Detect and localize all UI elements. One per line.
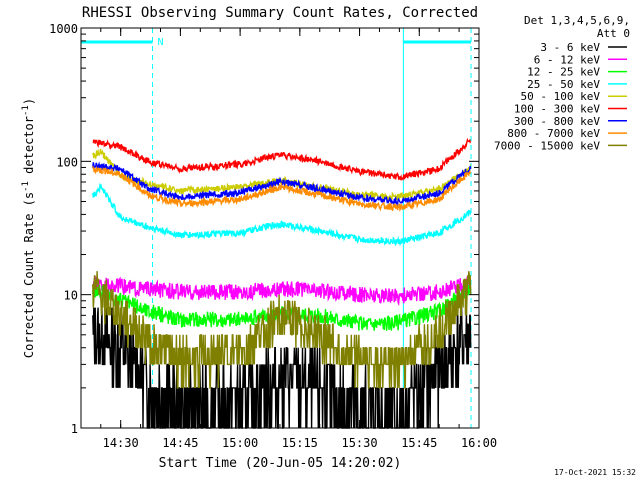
legend-label: 6 - 12 keV xyxy=(534,53,601,66)
legend-label: 50 - 100 keV xyxy=(521,90,601,103)
axes: 1 10 100 1000 14:30 14:45 15:00 15:15 15:30 15:45… xyxy=(49,22,497,450)
legend-label: 25 - 50 keV xyxy=(527,78,600,91)
x-tick-label: 15:00 xyxy=(222,436,258,450)
x-tick-label: 14:45 xyxy=(162,436,198,450)
legend-label: 100 - 300 keV xyxy=(514,103,600,116)
series-line xyxy=(92,165,472,212)
y-tick-label: 1 xyxy=(71,422,78,436)
y-axis-label: Corrected Count Rate (s-1 detector-1) xyxy=(21,98,36,358)
legend-label: 300 - 800 keV xyxy=(514,115,600,128)
legend-label: 800 - 7000 keV xyxy=(507,127,600,140)
y-tick-label: 10 xyxy=(64,289,78,303)
x-tick-label: 15:45 xyxy=(401,436,437,450)
y-axis-label-sup1: -1 xyxy=(21,181,31,192)
y-axis-label-end: ) xyxy=(22,98,36,105)
x-tick-label: 15:30 xyxy=(341,436,377,450)
y-axis-label-mid: detector xyxy=(22,116,36,181)
y-tick-label: 100 xyxy=(56,155,78,169)
y-axis-label-main: Corrected Count Rate (s xyxy=(22,192,36,358)
y-tick-label: 1000 xyxy=(49,22,78,36)
series-line xyxy=(92,271,472,389)
x-tick-label: 14:30 xyxy=(103,436,139,450)
legend-label: 7000 - 15000 keV xyxy=(494,139,600,152)
legend-label: 12 - 25 keV xyxy=(527,66,600,79)
series-line xyxy=(92,182,472,247)
series-line xyxy=(92,275,472,307)
legend-header-line-2: Att 0 xyxy=(597,27,630,40)
marker-label: N xyxy=(158,37,164,48)
x-tick-label: 15:15 xyxy=(282,436,318,450)
y-axis-label-sup2: -1 xyxy=(21,105,31,116)
chart-title: RHESSI Observing Summary Count Rates, Co… xyxy=(82,5,478,21)
timestamp-footer: 17-Oct-2021 15:32 xyxy=(554,468,636,477)
plot-area: N xyxy=(80,28,472,429)
x-axis-label: Start Time (20-Jun-05 14:20:02) xyxy=(159,456,402,471)
legend-label: 3 - 6 keV xyxy=(540,41,600,54)
legend-header-line-1: Det 1,3,4,5,6,9, xyxy=(524,14,630,27)
series-line xyxy=(92,137,472,182)
x-tick-label: 16:00 xyxy=(461,436,497,450)
